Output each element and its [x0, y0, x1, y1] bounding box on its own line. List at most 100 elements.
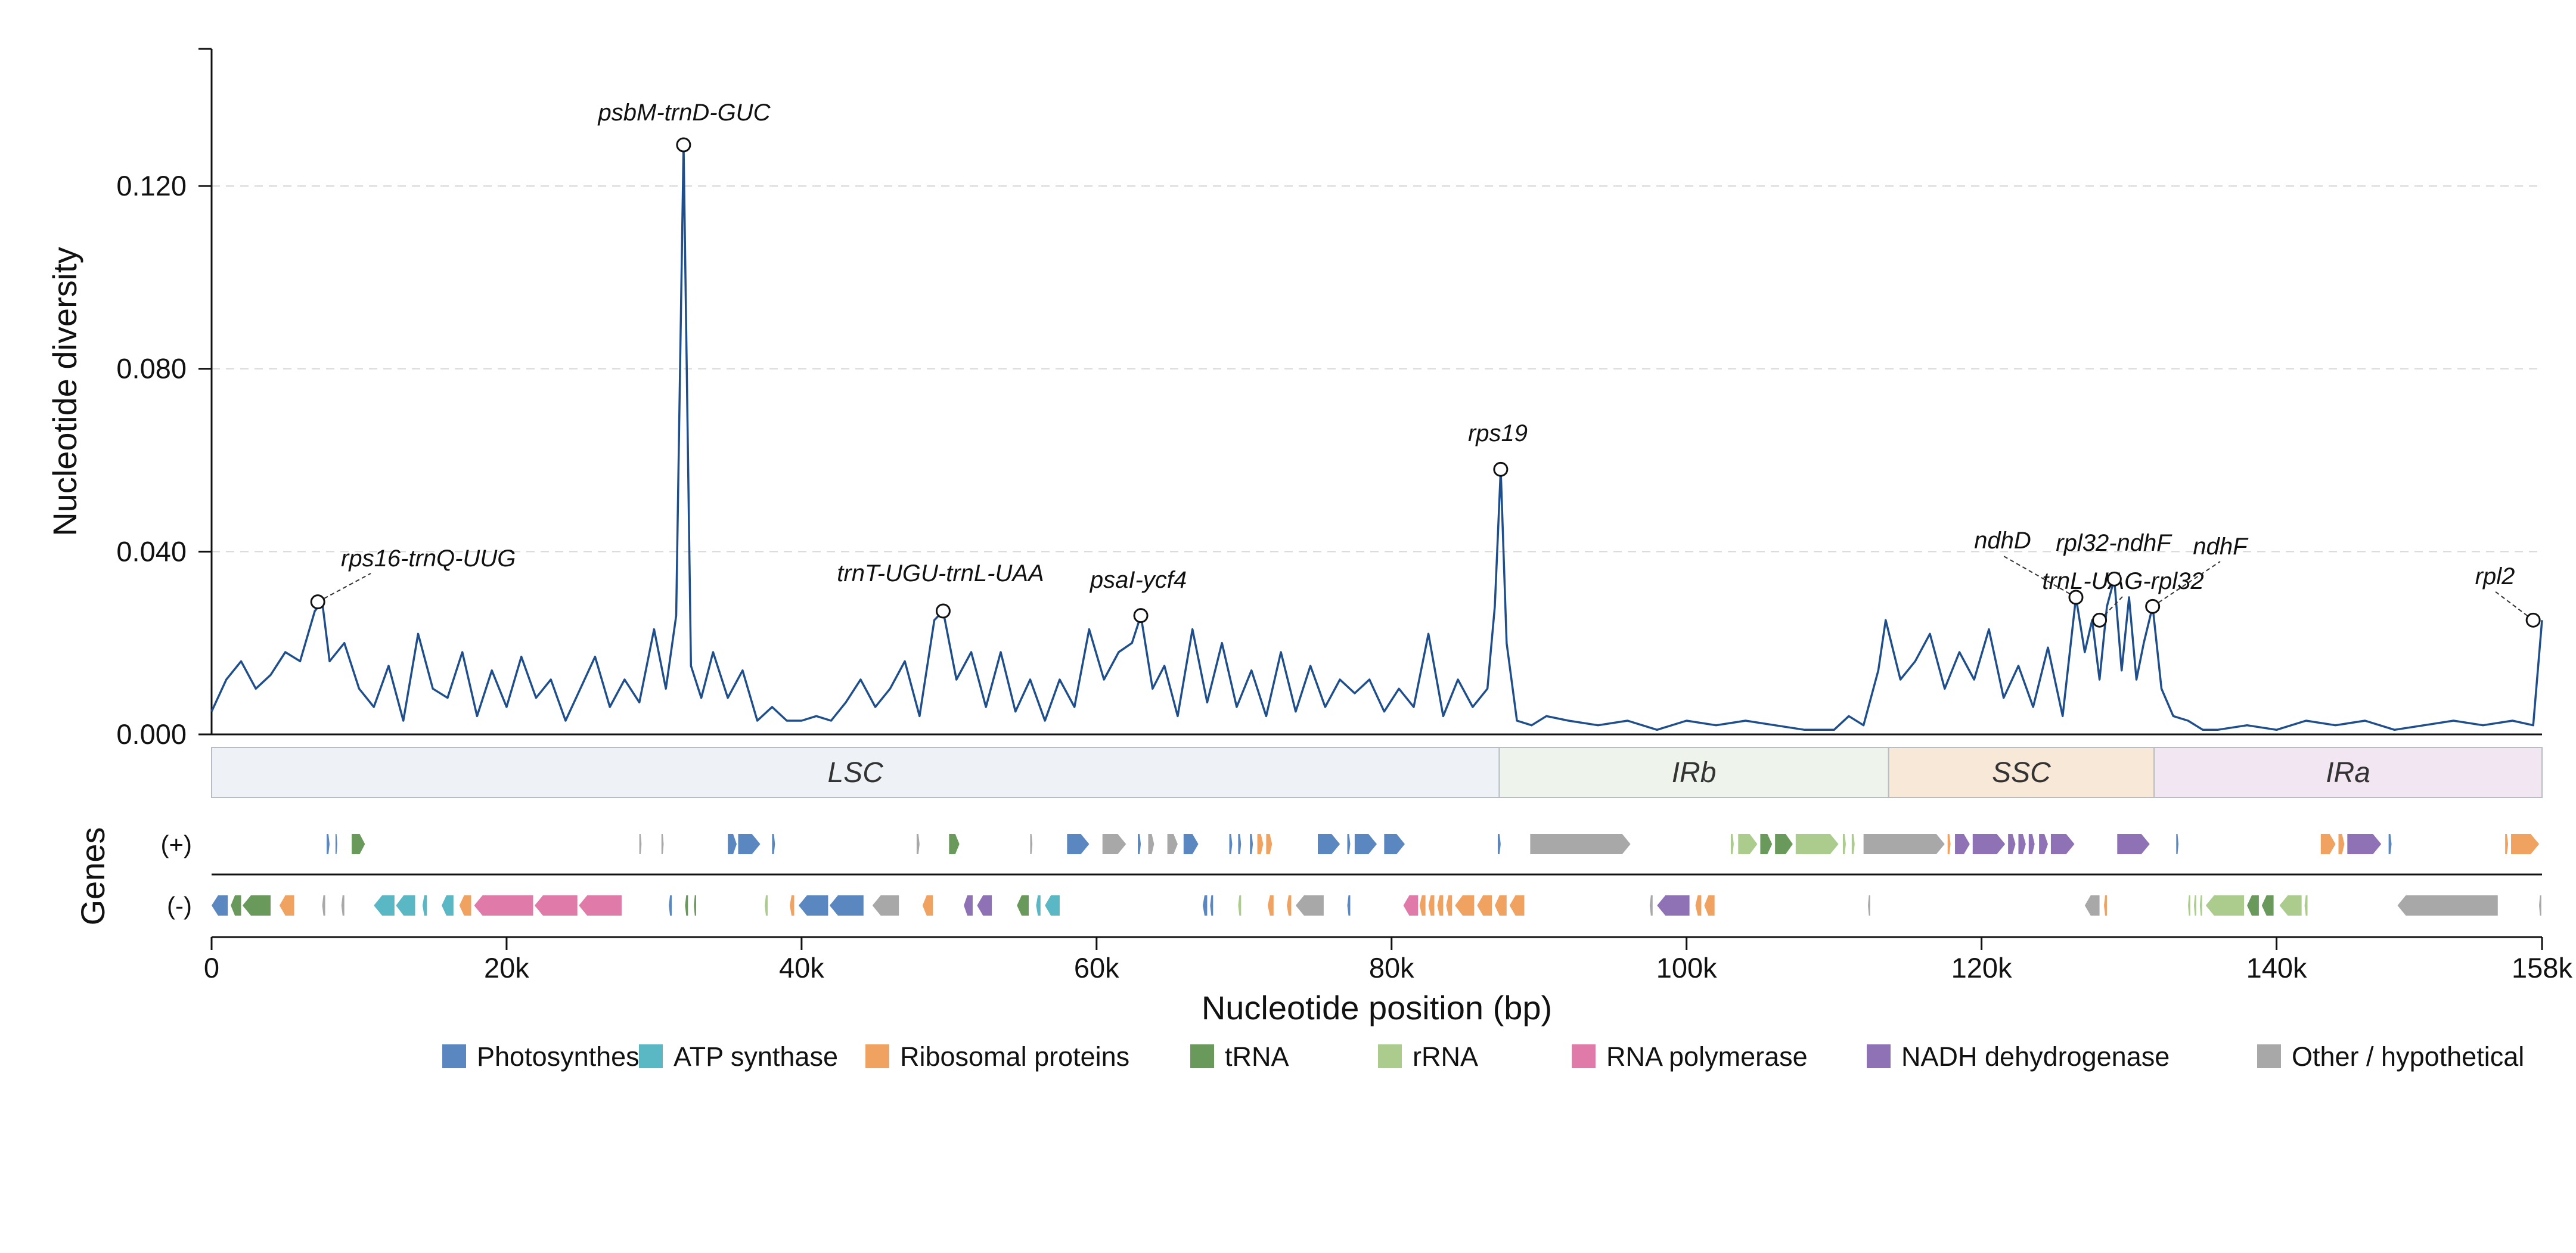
gene-plus	[327, 834, 330, 854]
gene-minus	[442, 895, 454, 916]
gene-minus	[798, 895, 828, 916]
gene-minus	[2397, 895, 2498, 916]
legend-swatch	[1572, 1044, 1596, 1068]
diversity-line	[210, 144, 2543, 731]
legend-swatch	[442, 1044, 466, 1068]
peak-label: rpl2	[2475, 563, 2515, 590]
peak-label: trnL-UAG-rpl32	[2042, 568, 2203, 594]
gene-minus	[1509, 895, 1525, 916]
gene-minus	[1210, 895, 1213, 916]
gene-plus	[1229, 834, 1233, 854]
region-label: IRb	[1672, 757, 1717, 789]
gene-minus	[977, 895, 992, 916]
peak-label: rpl32-ndhF	[2056, 530, 2172, 556]
diversity-series	[210, 144, 2543, 731]
gene-plus	[1955, 834, 1970, 854]
gene-plus	[916, 834, 920, 854]
peak-label: ndhD	[1974, 528, 2031, 554]
gene-plus	[2511, 834, 2540, 854]
peak-leader	[2494, 591, 2534, 621]
gene-plus	[1530, 834, 1631, 854]
gene-minus	[1868, 895, 1870, 916]
gene-plus	[2018, 834, 2026, 854]
axes	[198, 48, 2542, 938]
gene-minus	[579, 895, 622, 916]
peak-marker	[1133, 608, 1149, 624]
gene-plus	[949, 834, 960, 854]
gene-plus	[1497, 834, 1501, 854]
peak-marker	[310, 594, 325, 610]
y-tick-label: 0.120	[116, 170, 187, 201]
gene-minus	[1036, 895, 1041, 916]
peak-marker	[2106, 571, 2122, 587]
region-irb	[1498, 747, 1889, 798]
gene-minus	[2104, 895, 2107, 916]
gene-plus	[738, 834, 761, 854]
gene-minus	[1287, 895, 1292, 916]
region-ssc	[1888, 747, 2155, 798]
gene-minus	[396, 895, 415, 916]
peak-label: psbM-trnD-GUC	[598, 100, 771, 126]
gene-plus	[1760, 834, 1773, 854]
strand-label-plus: (+)	[161, 830, 193, 858]
gene-minus	[374, 895, 395, 916]
gene-minus	[1437, 895, 1444, 916]
legend-label: Photosynthesis	[477, 1041, 659, 1072]
gene-minus	[2193, 895, 2196, 916]
strand-label-minus: (-)	[167, 892, 192, 920]
gene-minus	[459, 895, 471, 916]
gene-track: (+) (-)	[161, 830, 2541, 920]
gene-minus	[922, 895, 933, 916]
gene-plus	[661, 834, 664, 854]
gene-plus	[1148, 834, 1154, 854]
gene-minus	[1704, 895, 1715, 916]
gene-minus	[2539, 895, 2541, 916]
gene-plus	[1030, 834, 1033, 854]
gene-minus	[872, 895, 899, 916]
gene-plus	[2028, 834, 2035, 854]
gene-minus	[790, 895, 794, 916]
gene-plus	[1238, 834, 1242, 854]
gene-plus	[1863, 834, 1945, 854]
legend-swatch	[1867, 1044, 1891, 1068]
x-tick-label: 158k	[2512, 952, 2572, 984]
gene-plus	[2117, 834, 2150, 854]
peak-leader	[2099, 596, 2124, 621]
gene-plus	[2050, 834, 2075, 854]
gene-plus	[1266, 834, 1273, 854]
y-tick-label: 0.040	[116, 535, 187, 567]
gene-plus	[1250, 834, 1253, 854]
gene-plus	[2347, 834, 2382, 854]
gene-minus	[1295, 895, 1324, 916]
gene-minus	[1419, 895, 1426, 916]
gene-minus	[1238, 895, 1242, 916]
peak-leader	[2152, 561, 2221, 607]
legend-label: tRNA	[1225, 1041, 1289, 1072]
gene-minus	[1649, 895, 1653, 916]
gene-plus	[1384, 834, 1405, 854]
peak-marker	[2145, 598, 2161, 614]
gene-plus	[1775, 834, 1793, 854]
gene-minus	[964, 895, 973, 916]
gene-plus	[2505, 834, 2509, 854]
gene-plus	[1347, 834, 1351, 854]
gene-plus	[2176, 834, 2178, 854]
gene-plus	[2388, 834, 2392, 854]
gene-minus	[212, 895, 228, 916]
gene-minus	[2199, 895, 2202, 916]
gene-minus	[1477, 895, 1492, 916]
y-axis-title: Nucleotide diversity	[46, 247, 83, 536]
peak-annotations: rps16-trnQ-UUG psbM-trnD-GUC trnT-UGU-trnL…	[310, 100, 2541, 628]
legend-label: NADH dehydrogenase	[1901, 1041, 2170, 1072]
gene-minus	[685, 895, 688, 916]
gene-plus	[1102, 834, 1126, 854]
gene-plus	[352, 834, 365, 854]
gene-plus	[1167, 834, 1178, 854]
gene-plus	[1138, 834, 1141, 854]
gene-minus	[1202, 895, 1208, 916]
gene-minus	[1494, 895, 1507, 916]
gene-minus	[231, 895, 241, 916]
legend-swatch	[2257, 1044, 2281, 1068]
peak-marker	[676, 137, 691, 153]
